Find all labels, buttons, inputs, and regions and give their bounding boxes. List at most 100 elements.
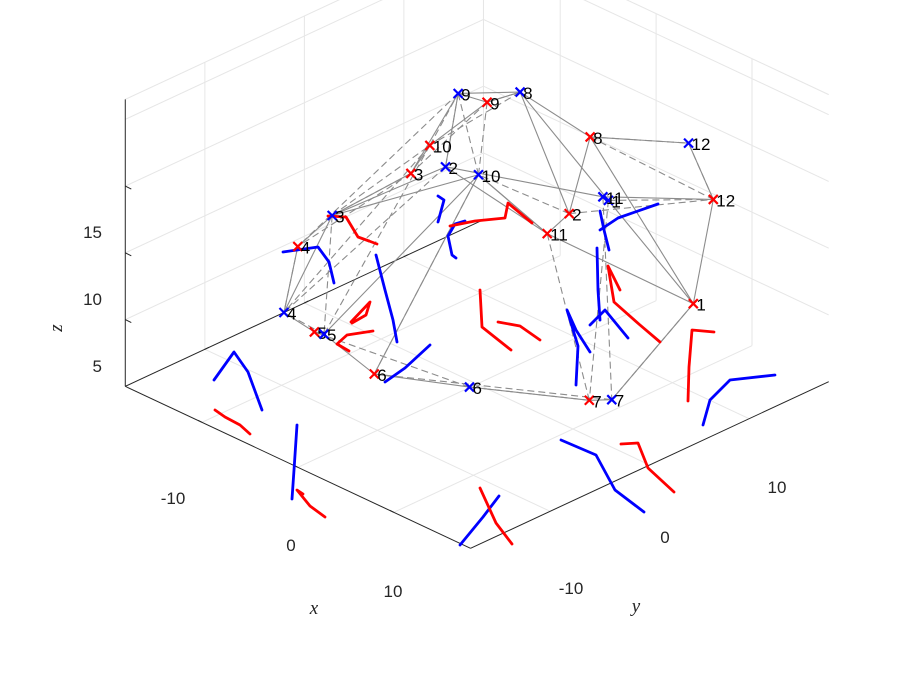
- mesh-edge-18: [688, 142, 714, 200]
- mesh-edge-27: [323, 333, 375, 375]
- red-point-label-10: 10: [433, 137, 452, 156]
- mesh-edge-dashed-23: [323, 145, 431, 335]
- blue-marker-12-b: [683, 137, 694, 149]
- mesh-edge-dashed-0: [486, 91, 521, 103]
- grid-top-edge-b: [125, 0, 340, 100]
- blue-point-7: 7: [606, 392, 624, 411]
- blue-point-9: 9: [452, 85, 471, 104]
- x-tick-label-2: 0: [286, 536, 295, 555]
- red-point-11: 11: [541, 226, 568, 245]
- red-point-label-7: 7: [592, 392, 601, 411]
- blue-point-1: 1: [603, 192, 621, 211]
- red-point-label-4: 4: [301, 239, 310, 258]
- mesh-edge-13: [519, 91, 570, 214]
- grid-lines: [125, 0, 829, 513]
- y-axis-line: [125, 385, 471, 549]
- blue-point-11: 11: [597, 189, 624, 208]
- mesh-edge-dashed-5: [429, 93, 459, 146]
- mesh-edge-dashed-22: [283, 145, 431, 313]
- red-trajectory-11: [478, 288, 513, 352]
- mesh-edge-10: [429, 101, 488, 146]
- blue-trajectory-7: [290, 423, 299, 501]
- x-tick-mark-2: [204, 346, 210, 350]
- mesh-edge-1: [546, 233, 694, 305]
- blue-point-label-1: 1: [611, 192, 620, 211]
- mesh-edge-dashed-21: [611, 303, 694, 401]
- mesh-edge-12: [519, 91, 609, 201]
- y-tick-mark-0: [197, 419, 203, 423]
- blue-marker-7-b: [606, 394, 618, 405]
- red-point-label-9: 9: [490, 94, 499, 113]
- red-trajectory-1: [448, 201, 534, 228]
- red-marker-12-b: [708, 194, 719, 205]
- blue-marker-9-b: [452, 88, 464, 99]
- mesh-edge-0: [589, 136, 694, 305]
- mesh-edge-dashed-28: [589, 136, 714, 200]
- mesh-edge-dashed-14: [608, 198, 714, 201]
- mesh-edge-dashed-12: [429, 91, 521, 146]
- x-axis-label: x: [309, 598, 319, 619]
- blue-point-2: 2: [440, 159, 458, 178]
- grid-line-z-a-3: [583, 0, 829, 116]
- red-trajectory-12: [496, 320, 542, 342]
- grid-top-edge-a: [625, 0, 829, 96]
- blue-point-label-8: 8: [523, 84, 532, 103]
- mesh-edge-23: [283, 215, 333, 313]
- axes: [124, 99, 829, 549]
- grid-line-z-a-1: [483, 85, 829, 249]
- grid-line-z-b-3: [125, 0, 383, 120]
- mesh-edge-dashed-9: [444, 93, 459, 167]
- blue-point-label-12: 12: [692, 135, 711, 154]
- mesh-edge-dashed-30: [323, 215, 333, 335]
- blue-marker-4-b: [278, 307, 290, 318]
- grid-line-z-b-2: [125, 18, 484, 187]
- red-trajectory-5: [335, 329, 375, 353]
- z-tick-mark-1: [125, 252, 132, 257]
- mesh-edge-dashed-11: [457, 93, 480, 175]
- red-marker-10-b: [424, 140, 436, 151]
- red-point-8: 8: [584, 129, 603, 148]
- blue-trajectory-13: [588, 308, 630, 340]
- mesh-edge-dashed-19: [373, 174, 479, 375]
- mesh-edge-6: [332, 174, 479, 217]
- blue-marker-1-b: [603, 195, 614, 206]
- mesh-edge-dashed-8: [283, 166, 446, 313]
- red-marker-5-b: [309, 326, 320, 338]
- mesh-edge-2: [519, 91, 591, 138]
- blue-trajectory-8: [458, 494, 501, 547]
- red-trajectory-10: [686, 328, 716, 403]
- z-tick-mark-0: [125, 319, 132, 324]
- red-trajectory-3: [367, 239, 379, 246]
- blue-marker-3-b: [326, 210, 338, 221]
- blue-point-5: 5: [318, 326, 336, 345]
- red-point-label-3: 3: [414, 165, 423, 184]
- red-point-label-2: 2: [572, 206, 581, 225]
- blue-marker-8-b: [514, 86, 526, 98]
- mesh-edge-dashed-25: [546, 233, 590, 401]
- red-point-label-8: 8: [593, 129, 602, 148]
- blue-point-12: 12: [683, 135, 711, 154]
- blue-marker-5-b: [318, 328, 330, 340]
- mesh-edge-21: [323, 174, 479, 335]
- blue-trajectory-11: [383, 343, 432, 384]
- blue-point-label-7: 7: [615, 392, 624, 411]
- mesh-edges: [283, 91, 714, 401]
- red-point-9: 9: [481, 94, 500, 113]
- mesh-edge-dashed-13: [569, 198, 714, 215]
- blue-point-label-10: 10: [482, 167, 501, 186]
- mesh-edge-dashed-6: [297, 93, 459, 247]
- red-marker-3-b: [405, 168, 417, 179]
- mesh-edge-dashed-3: [297, 172, 412, 248]
- blue-trajectory-9: [559, 438, 646, 514]
- mesh-edge-31: [611, 303, 694, 401]
- grid-line-z-a-0: [483, 152, 829, 316]
- blue-point-label-3: 3: [335, 208, 344, 227]
- z-tick-mark-2: [125, 185, 132, 190]
- blue-marker-11-b: [597, 191, 609, 203]
- red-marker-2-b: [563, 208, 575, 219]
- red-marker-11-b: [541, 228, 553, 239]
- z-axis-label: z: [46, 324, 67, 333]
- blue-marker-10-b: [473, 169, 484, 181]
- red-point-label-11: 11: [550, 226, 568, 245]
